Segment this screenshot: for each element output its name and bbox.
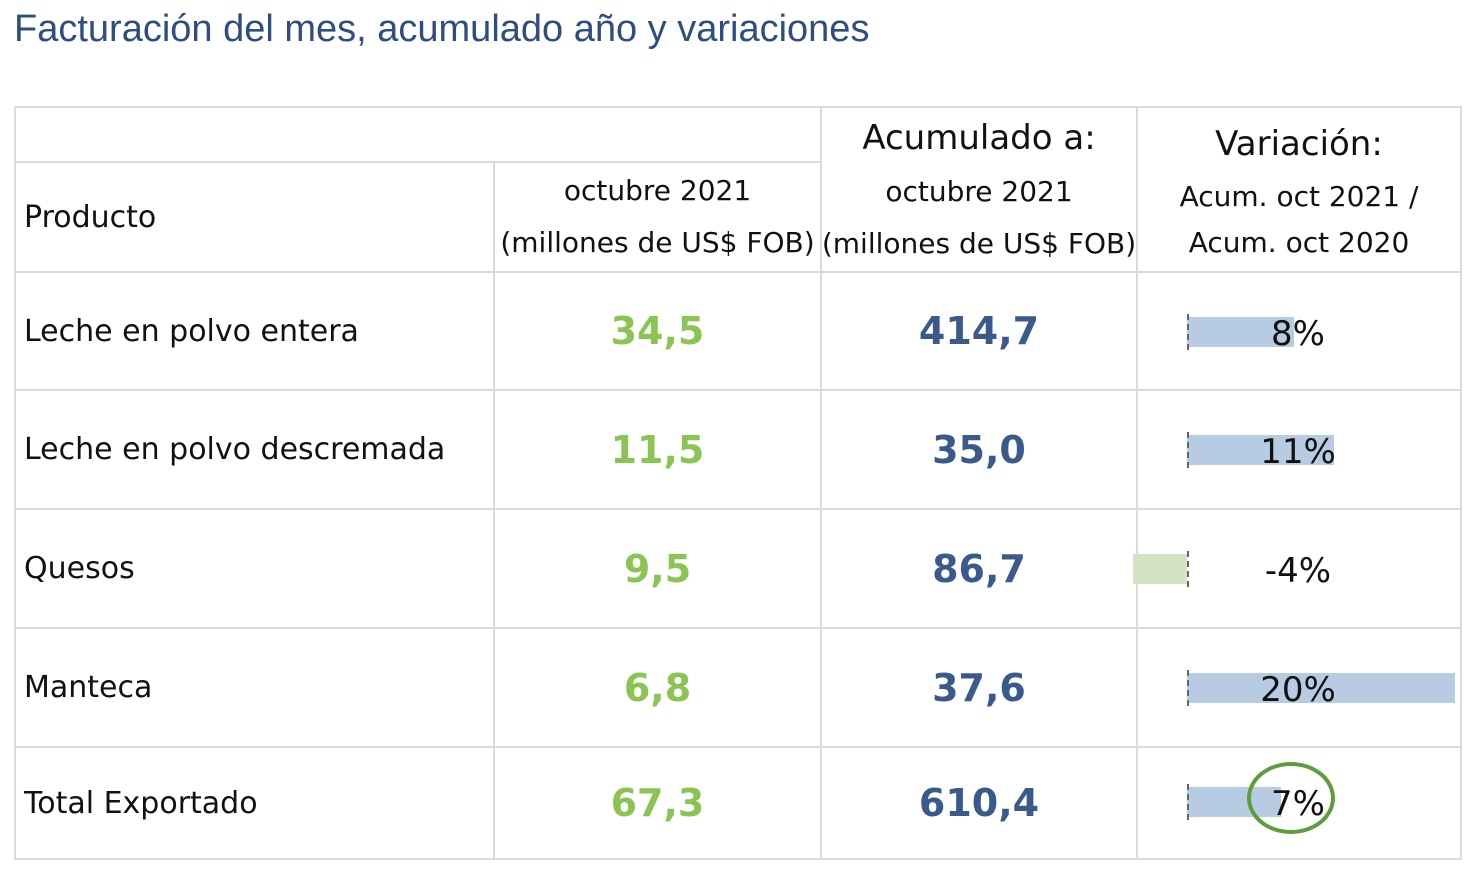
variation-label: 11%	[1260, 432, 1336, 472]
row-divider	[14, 508, 1462, 510]
header-variation-line1: Acum. oct 2021 /	[1179, 179, 1419, 213]
header-variation-line2: Acum. oct 2020	[1188, 225, 1410, 259]
row-accum-value: 86,7	[932, 546, 1026, 591]
row-divider	[14, 271, 1462, 273]
header-sub-divider	[14, 161, 822, 163]
column-divider	[820, 106, 822, 860]
header-accumulated: Acumulado a: octubre 2021 (millones de U…	[822, 108, 1136, 271]
variation-bar	[1133, 554, 1187, 584]
variation-label: -4%	[1264, 551, 1332, 591]
variation-axis	[1187, 314, 1189, 350]
row-month-value: 11,5	[610, 427, 705, 472]
row-accum-value: 610,4	[918, 781, 1040, 825]
row-divider	[14, 627, 1462, 629]
header-variation-title: Variación:	[1215, 123, 1383, 164]
row-month-value: 6,8	[623, 665, 692, 710]
column-divider	[493, 162, 495, 860]
row-month-value: 9,5	[623, 546, 692, 591]
page-title: Facturación del mes, acumulado año y var…	[14, 8, 870, 50]
variation-label: 8%	[1271, 314, 1325, 354]
variation-label: 20%	[1260, 670, 1336, 710]
header-month-line2: (millones de US$ FOB)	[500, 226, 815, 259]
variation-bar	[1187, 435, 1335, 465]
row-accum-value: 37,6	[932, 665, 1026, 710]
header-accumulated-title: Acumulado a:	[862, 117, 1096, 158]
table-border-left	[14, 106, 16, 860]
row-product: Manteca	[24, 670, 153, 705]
header-month-line1: octubre 2021	[563, 174, 752, 207]
variation-axis	[1187, 551, 1189, 587]
row-product: Quesos	[24, 551, 135, 586]
row-product: Leche en polvo entera	[24, 313, 359, 349]
variation-axis	[1187, 784, 1189, 820]
table-border-bottom	[14, 858, 1462, 860]
variation-bar	[1187, 317, 1295, 347]
variation-axis	[1187, 432, 1189, 468]
variation-bar	[1187, 673, 1455, 703]
row-divider	[14, 389, 1462, 391]
row-product: Total Exportado	[24, 785, 258, 821]
highlight-circle	[1247, 762, 1335, 834]
variation-axis	[1187, 670, 1189, 706]
row-accum-value: 414,7	[918, 309, 1040, 353]
header-variation: Variación: Acum. oct 2021 / Acum. oct 20…	[1138, 108, 1460, 271]
table-border-right	[1460, 106, 1462, 860]
header-month: octubre 2021 (millones de US$ FOB)	[495, 163, 820, 271]
row-month-value: 34,5	[610, 309, 705, 353]
row-accum-value: 35,0	[932, 427, 1026, 472]
table-border-top	[14, 106, 1462, 108]
column-divider	[1136, 106, 1138, 860]
row-divider	[14, 746, 1462, 748]
row-month-value: 67,3	[610, 781, 705, 825]
row-product: Leche en polvo descremada	[24, 432, 446, 467]
header-accumulated-line2: (millones de US$ FOB)	[821, 226, 1137, 260]
header-product: Producto	[24, 199, 157, 235]
header-accumulated-line1: octubre 2021	[885, 174, 1073, 208]
